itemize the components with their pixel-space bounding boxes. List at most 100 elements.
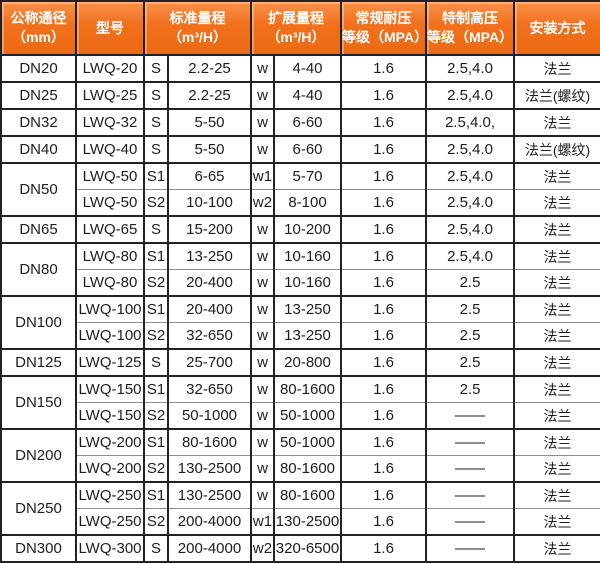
cell-normal-pressure: 1.6 [340, 481, 427, 509]
table-row: DN40 LWQ-40 S 5-50 w 6-60 1.6 2.5,4.0 法兰(螺纹) [0, 135, 600, 164]
cell-model: LWQ-50 [75, 162, 145, 190]
cell-installation: 法兰 [513, 402, 600, 430]
cell-high-pressure: 2.5,4.0 [425, 81, 515, 110]
cell-high-pressure: 2.5 [425, 295, 515, 323]
cell-high-pressure: —— [425, 508, 515, 536]
cell-model: LWQ-40 [75, 135, 145, 164]
cell-extended-code: w [250, 428, 275, 456]
cell-model: LWQ-20 [75, 54, 145, 83]
cell-standard-code: S1 [143, 295, 169, 323]
cell-normal-pressure: 1.6 [340, 402, 427, 430]
cell-installation: 法兰 [513, 215, 600, 244]
cell-extended-range: 5-70 [273, 162, 342, 190]
header-label: 公称通径 [10, 10, 67, 26]
cell-extended-code: w [250, 135, 275, 164]
cell-extended-range: 130-2500 [273, 508, 342, 536]
cell-high-pressure: 2.5,4.0 [425, 135, 515, 164]
cell-high-pressure: 2.5,4.0 [425, 215, 515, 244]
cell-standard-code: S1 [143, 428, 169, 456]
header-standard-range: 标准量程 （m³/H） [143, 0, 252, 56]
cell-installation: 法兰 [513, 189, 600, 217]
cell-extended-code: w [250, 481, 275, 509]
cell-standard-code: S1 [143, 375, 169, 403]
table-row: LWQ-80 S2 20-400 w 10-160 1.6 2.5 法兰 [1, 269, 600, 297]
cell-high-pressure: 2.5,4.0, [425, 108, 515, 137]
cell-normal-pressure: 1.6 [340, 215, 427, 244]
cell-normal-pressure: 1.6 [340, 54, 427, 83]
cell-normal-pressure: 1.6 [340, 534, 427, 563]
cell-nominal-diameter: DN300 [0, 534, 77, 563]
cell-extended-range: 80-1600 [273, 455, 342, 483]
cell-normal-pressure: 1.6 [340, 135, 427, 164]
cell-standard-range: 20-400 [167, 269, 252, 297]
cell-extended-range: 10-160 [273, 269, 342, 297]
header-label: 安装方式 [529, 19, 586, 36]
cell-installation: 法兰 [513, 242, 600, 270]
cell-installation: 法兰 [513, 269, 600, 297]
cell-standard-range: 25-700 [167, 348, 252, 377]
cell-standard-range: 5-50 [167, 135, 252, 164]
cell-normal-pressure: 1.6 [340, 508, 427, 536]
cell-model: LWQ-125 [75, 348, 145, 377]
cell-normal-pressure: 1.6 [340, 455, 427, 483]
cell-standard-range: 80-1600 [167, 428, 252, 456]
cell-extended-range: 50-1000 [273, 428, 342, 456]
cell-model: LWQ-200 [75, 455, 145, 483]
cell-normal-pressure: 1.6 [340, 108, 427, 137]
table-row: DN300 LWQ-300 S 200-4000 w2 320-6500 1.6 —— 法兰 [0, 534, 600, 563]
cell-standard-range: 13-250 [167, 242, 252, 270]
cell-nominal-diameter: DN200 [0, 428, 77, 483]
cell-extended-code: w [250, 402, 275, 430]
table-row: LWQ-200 S2 130-2500 w 80-1600 1.6 —— 法兰 [1, 455, 600, 483]
cell-nominal-diameter: DN40 [0, 135, 77, 164]
cell-normal-pressure: 1.6 [340, 428, 427, 456]
cell-high-pressure: 2.5,4.0 [425, 242, 515, 270]
cell-model: LWQ-150 [75, 375, 145, 403]
cell-high-pressure: 2.5,4.0 [425, 162, 515, 190]
header-label: 型号 [96, 19, 124, 36]
cell-normal-pressure: 1.6 [340, 375, 427, 403]
cell-standard-code: S2 [143, 269, 169, 297]
cell-extended-code: w [250, 322, 275, 350]
cell-standard-range: 32-650 [167, 375, 252, 403]
cell-installation: 法兰 [513, 322, 600, 350]
header-nominal-diameter: 公称通径 （mm） [0, 0, 77, 56]
cell-standard-code: S2 [143, 402, 169, 430]
cell-installation: 法兰 [513, 481, 600, 509]
cell-standard-range: 10-100 [167, 189, 252, 217]
cell-extended-range: 6-60 [273, 108, 342, 137]
table-row: LWQ-250 S2 200-4000 w1 130-2500 1.6 —— 法兰 [1, 508, 600, 536]
cell-standard-range: 50-1000 [167, 402, 252, 430]
cell-standard-range: 32-650 [167, 322, 252, 350]
cell-standard-code: S [143, 108, 169, 137]
cell-standard-code: S2 [143, 189, 169, 217]
cell-standard-code: S [143, 534, 169, 563]
cell-extended-range: 13-250 [273, 295, 342, 323]
cell-model: LWQ-80 [75, 242, 145, 270]
cell-installation: 法兰 [513, 54, 600, 83]
cell-extended-range: 320-6500 [273, 534, 342, 563]
header-model: 型号 [75, 0, 145, 56]
cell-high-pressure: 2.5,4.0 [425, 189, 515, 217]
cell-normal-pressure: 1.6 [340, 295, 427, 323]
cell-extended-range: 6-60 [273, 135, 342, 164]
cell-extended-code: w [250, 455, 275, 483]
table-row: DN80 LWQ-80 S1 13-250 w 10-160 1.6 2.5,4.0 法兰 [0, 242, 600, 297]
cell-extended-range: 4-40 [273, 81, 342, 110]
table-body: DN20 LWQ-20 S 2.2-25 w 4-40 1.6 2.5,4.0 法兰 DN25 LW… [0, 54, 600, 563]
cell-nominal-diameter: DN20 [0, 54, 77, 83]
table-header: 公称通径 （mm） 型号 标准量程 （m³/H） 扩展量程 （m³/H） 常规耐… [0, 0, 600, 56]
cell-extended-code: w2 [250, 534, 275, 563]
header-high-pressure: 特制高压 等级（MPA） [425, 0, 515, 56]
cell-standard-code: S [143, 54, 169, 83]
cell-installation: 法兰 [513, 108, 600, 137]
cell-extended-range: 20-800 [273, 348, 342, 377]
cell-high-pressure: —— [425, 455, 515, 483]
header-installation: 安装方式 [513, 0, 600, 56]
cell-installation: 法兰(螺纹) [513, 135, 600, 164]
cell-standard-code: S1 [143, 162, 169, 190]
cell-standard-range: 6-65 [167, 162, 252, 190]
table-row: DN250 LWQ-250 S1 130-2500 w 80-1600 1.6 —— 法兰 [0, 481, 600, 536]
header-unit: （m³/H） [266, 29, 326, 45]
